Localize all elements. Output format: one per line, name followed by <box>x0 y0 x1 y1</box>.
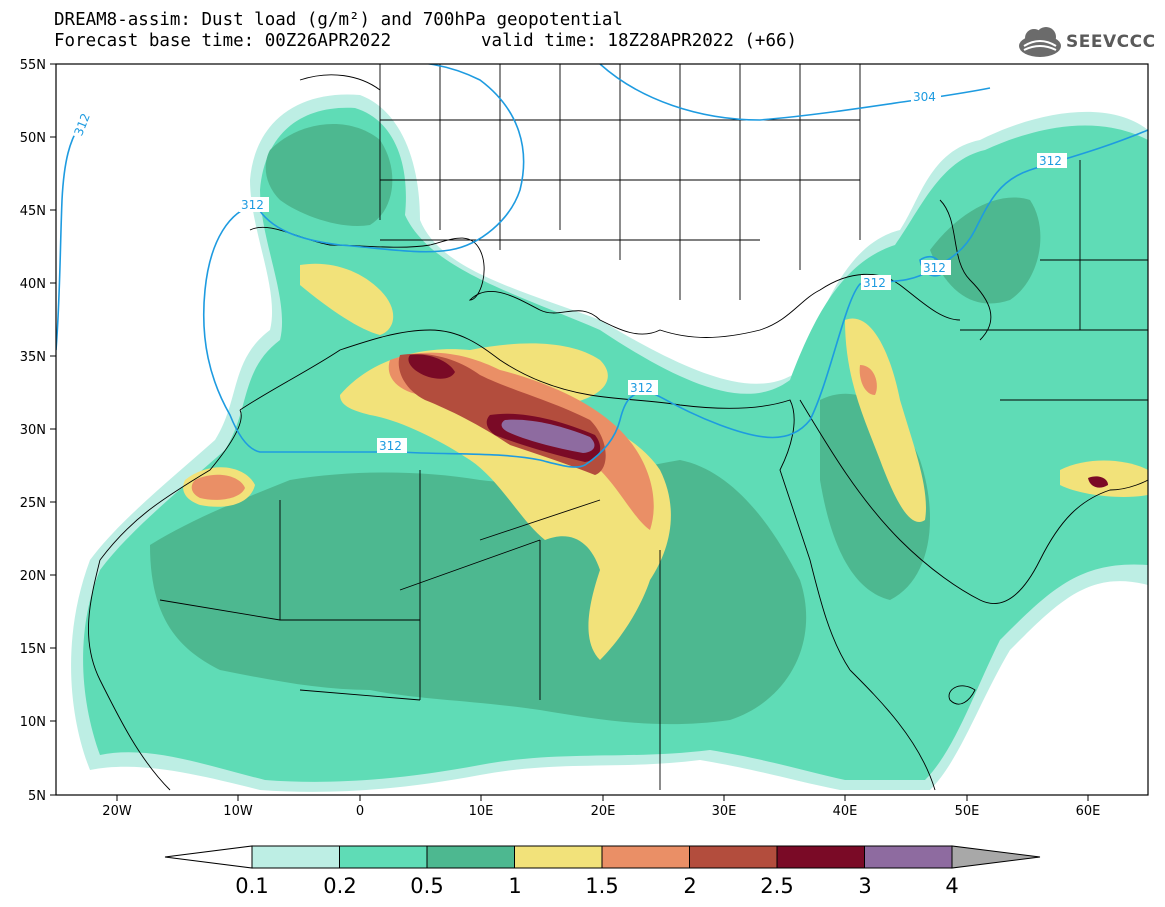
lat-label: 35N <box>20 350 46 365</box>
colorbar-label: 0.1 <box>235 874 268 898</box>
colorbar-label: 1 <box>508 874 521 898</box>
colorbar-low-arrow <box>164 845 253 869</box>
valid-time: valid time: 18Z28APR2022 (+66) <box>481 31 798 51</box>
lat-label: 20N <box>20 569 46 584</box>
colorbar-label: 2 <box>683 874 696 898</box>
lat-label: 5N <box>28 789 46 804</box>
base-time: Forecast base time: 00Z26APR2022 <box>54 31 392 51</box>
contour-label: 312 <box>630 381 653 395</box>
lat-label: 50N <box>20 131 46 146</box>
contour-label: 304 <box>913 90 936 104</box>
colorbar-labels: 0.1 0.2 0.5 1 1.5 2 2.5 3 4 <box>235 874 958 898</box>
dust-layer-0.5-caspian <box>930 197 1041 304</box>
forecast-times: Forecast base time: 00Z26APR2022 valid ti… <box>54 31 797 51</box>
coastlines <box>88 64 1148 791</box>
colorbar-swatch <box>251 845 340 869</box>
contour-label: 312 <box>1039 154 1062 168</box>
lat-label: 45N <box>20 204 46 219</box>
contour-312-west <box>56 124 81 351</box>
lon-label: 60E <box>1076 804 1101 819</box>
dust-layer-0.5-europe <box>265 123 393 226</box>
contour-label: 312 <box>863 276 886 290</box>
colorbar-high-arrow <box>951 845 1041 869</box>
contour-312-main <box>202 129 1148 468</box>
colorbar-label: 0.2 <box>323 874 356 898</box>
seevccc-logo: SEEVCCC <box>1016 26 1156 60</box>
colorbar-swatch <box>514 845 603 869</box>
lat-label: 15N <box>20 642 46 657</box>
lon-label: 10E <box>469 804 494 819</box>
lon-label: 20E <box>591 804 616 819</box>
colorbar-label: 0.5 <box>410 874 443 898</box>
lat-label: 30N <box>20 423 46 438</box>
lon-label: 10W <box>223 804 253 819</box>
colorbar-label: 2.5 <box>760 874 793 898</box>
colorbar-boxes <box>251 845 953 869</box>
contour-304 <box>599 64 991 121</box>
dust-layer-3.0 <box>501 419 595 453</box>
dust-layer-1.5-mauritania <box>191 474 245 500</box>
colorbar: 0.1 0.2 0.5 1 1.5 2 2.5 3 4 <box>164 845 1041 898</box>
contour-label: 312 <box>241 198 264 212</box>
contour-label-group: 312 312 312 312 312 312 312 304 <box>69 89 1067 453</box>
cloud-globe-icon <box>1019 27 1061 57</box>
logo-text: SEEVCCC <box>1066 32 1156 52</box>
contour-label: 312 <box>379 439 402 453</box>
colorbar-swatch <box>776 845 865 869</box>
lat-label: 40N <box>20 277 46 292</box>
colorbar-label: 3 <box>858 874 871 898</box>
lon-label: 0 <box>356 804 364 819</box>
lat-label: 25N <box>20 496 46 511</box>
tick-marks <box>50 63 1089 801</box>
colorbar-swatch <box>601 845 690 869</box>
colorbar-label: 1.5 <box>585 874 618 898</box>
map-area <box>56 64 1148 795</box>
longitude-labels: 20W 10W 0 10E 20E 30E 40E 50E 60E <box>102 804 1100 819</box>
lon-label: 20W <box>102 804 132 819</box>
lon-label: 30E <box>712 804 737 819</box>
colorbar-swatch <box>864 845 953 869</box>
dust-layer-1.0-iberia <box>300 263 394 335</box>
latitude-labels: 55N 50N 45N 40N 35N 30N 25N 20N 15N 10N … <box>20 58 46 804</box>
contour-312-europe <box>255 64 525 253</box>
lon-label: 50E <box>955 804 980 819</box>
map-title: DREAM8-assim: Dust load (g/m²) and 700hP… <box>54 10 623 30</box>
contour-label: 312 <box>923 261 946 275</box>
colorbar-swatch <box>339 845 428 869</box>
colorbar-swatch <box>689 845 778 869</box>
dust-layer-2.5-gulf <box>1088 476 1108 488</box>
lon-label: 40E <box>833 804 858 819</box>
colorbar-swatch <box>426 845 515 869</box>
lat-label: 55N <box>20 58 46 73</box>
lat-label: 10N <box>20 715 46 730</box>
colorbar-label: 4 <box>945 874 958 898</box>
dust-layer-1.5-arabia <box>859 365 877 395</box>
